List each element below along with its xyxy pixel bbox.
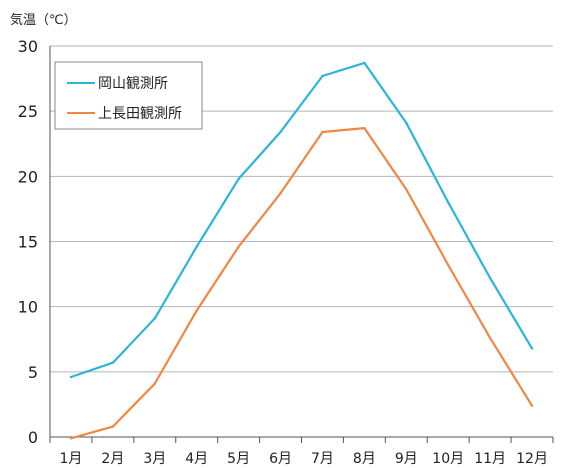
data-point — [279, 192, 282, 195]
data-point — [111, 425, 115, 428]
y-tick-label: 30 — [18, 37, 38, 56]
data-point — [237, 245, 240, 248]
legend-label-okayama: 岡山観測所 — [98, 75, 168, 92]
data-point — [363, 61, 366, 65]
data-point — [111, 361, 115, 364]
data-point — [447, 263, 450, 267]
x-tick-label: 10月 — [432, 451, 464, 467]
legend-box — [54, 61, 203, 130]
x-tick-labels: 1月 2月 3月 4月 5月 6月 7月 8月 9月 10月 11月 12月 — [59, 451, 547, 467]
x-tick-label: 8月 — [353, 451, 376, 467]
data-point — [405, 121, 408, 125]
y-tick-label: 10 — [18, 298, 38, 317]
data-point — [321, 130, 324, 134]
data-point — [195, 309, 198, 312]
x-tick-label: 9月 — [395, 451, 418, 467]
data-point — [530, 404, 534, 407]
y-tick-label: 25 — [18, 102, 38, 121]
y-tick-label: 0 — [28, 428, 38, 447]
x-tick-label: 11月 — [474, 451, 506, 467]
x-tick-label: 1月 — [59, 451, 82, 467]
y-tick-label: 5 — [28, 363, 38, 382]
data-point — [153, 317, 156, 320]
data-point — [405, 188, 408, 191]
data-point — [363, 126, 366, 130]
data-point — [69, 437, 73, 440]
data-point — [279, 130, 282, 134]
data-point — [488, 276, 492, 280]
data-point — [237, 177, 240, 181]
data-point — [153, 382, 156, 385]
data-point — [447, 201, 450, 204]
x-tick-label: 2月 — [101, 451, 124, 467]
x-tick-label: 4月 — [185, 451, 208, 467]
x-tick-label: 6月 — [269, 451, 292, 467]
x-tick-label: 5月 — [227, 451, 250, 467]
y-axis-label: 気温（℃） — [10, 12, 77, 28]
data-point — [195, 245, 198, 248]
data-point — [321, 74, 324, 78]
legend: 岡山観測所 上長田観測所 — [54, 61, 203, 130]
legend-label-kaminagata: 上長田観測所 — [98, 105, 182, 122]
data-point — [530, 347, 534, 350]
series-line-1 — [70, 127, 533, 440]
y-tick-label: 20 — [18, 167, 38, 186]
x-tick-label: 7月 — [311, 451, 334, 467]
series-line-0 — [70, 61, 533, 379]
x-tick-label: 12月 — [516, 451, 548, 467]
x-tick-label: 3月 — [143, 451, 166, 467]
data-point — [488, 336, 492, 340]
series-lines — [69, 61, 534, 440]
data-point — [69, 375, 73, 379]
y-tick-labels: 0 5 10 15 20 25 30 — [18, 37, 38, 447]
axes — [49, 46, 554, 443]
y-tick-label: 15 — [18, 233, 38, 252]
